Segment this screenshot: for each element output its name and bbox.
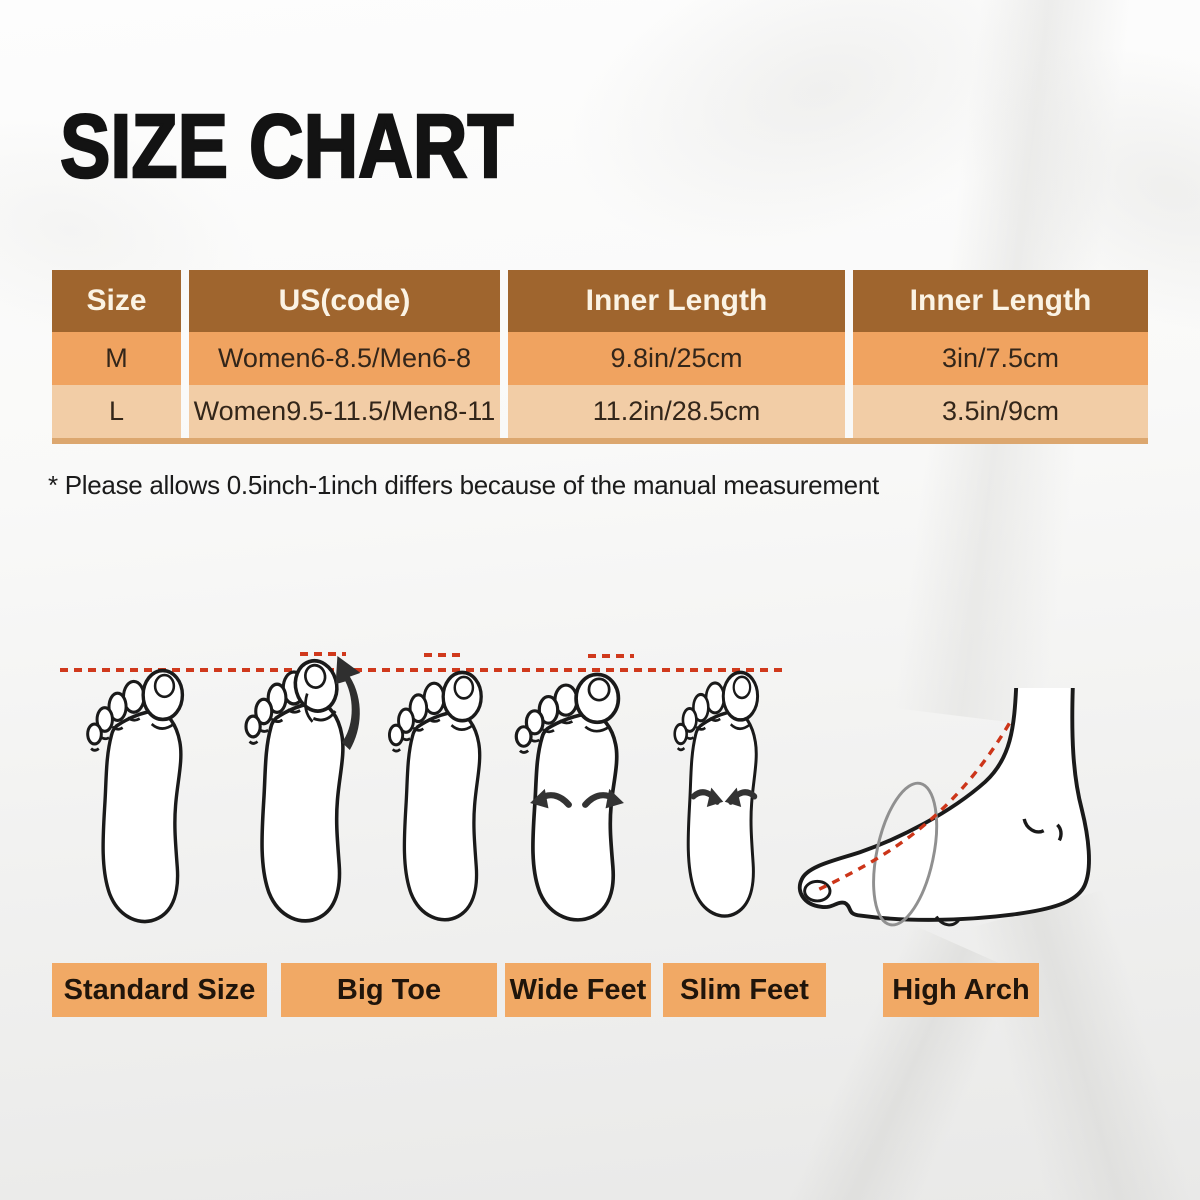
row-l-size-cell: L: [52, 385, 181, 438]
column-header-size: Size: [52, 270, 181, 332]
row-m-inner-length-2-cell: 3in/7.5cm: [853, 332, 1148, 385]
foot-big-toe-illustration: [238, 656, 361, 938]
measurement-note: * Please allows 0.5inch-1inch differs be…: [48, 470, 879, 500]
foot-standard-illustration: [80, 666, 208, 938]
table-bottom-border: [52, 438, 1148, 444]
page-title: SIZE CHART: [59, 96, 515, 199]
row-m-us-code-cell: Women6-8.5/Men6-8: [189, 332, 500, 385]
row-l-us-code-cell: Women9.5-11.5/Men8-11: [189, 385, 500, 438]
row-m-size-cell: M: [52, 332, 181, 385]
foot-high-arch-illustration: [797, 688, 1091, 927]
foot-type-label-high-arch: High Arch: [883, 963, 1039, 1017]
curved-arrow-icon: [335, 656, 361, 750]
palm-frond-decoration: [526, 0, 1114, 314]
size-table: Size US(code) Inner Length Inner Length …: [52, 270, 1148, 438]
foot-standard-illustration-2: [382, 668, 506, 936]
row-l-inner-length-1-cell: 11.2in/28.5cm: [508, 385, 845, 438]
column-header-us-code: US(code): [189, 270, 500, 332]
foot-type-label-wide-feet: Wide Feet: [505, 963, 651, 1017]
column-header-inner-length-1: Inner Length: [508, 270, 845, 332]
foot-type-label-big-toe: Big Toe: [281, 963, 497, 1017]
row-m-inner-length-1-cell: 9.8in/25cm: [508, 332, 845, 385]
foot-wide-illustration: [508, 670, 624, 936]
foot-slim-illustration: [668, 668, 780, 932]
outward-arrows-icon: [530, 788, 624, 809]
foot-type-label-slim-feet: Slim Feet: [663, 963, 826, 1017]
inward-arrows-icon: [690, 787, 758, 808]
column-header-inner-length-2: Inner Length: [853, 270, 1148, 332]
foot-type-label-standard-size: Standard Size: [52, 963, 267, 1017]
row-l-inner-length-2-cell: 3.5in/9cm: [853, 385, 1148, 438]
